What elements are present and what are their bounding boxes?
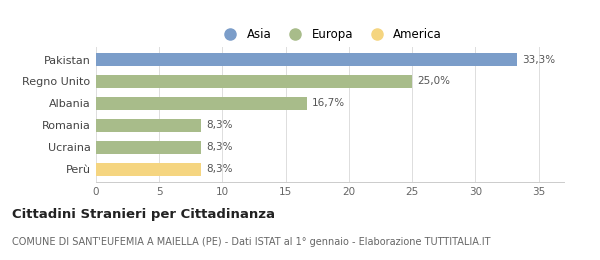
Text: 16,7%: 16,7% [312, 99, 346, 108]
Text: Cittadini Stranieri per Cittadinanza: Cittadini Stranieri per Cittadinanza [12, 208, 275, 221]
Text: 33,3%: 33,3% [522, 55, 556, 64]
Bar [96, 119, 201, 132]
Legend: Asia, Europa, America: Asia, Europa, America [214, 23, 446, 46]
Bar [96, 97, 307, 110]
Bar [96, 53, 517, 66]
Text: 8,3%: 8,3% [206, 164, 233, 174]
Bar [96, 75, 412, 88]
Text: 8,3%: 8,3% [206, 120, 233, 130]
Text: COMUNE DI SANT'EUFEMIA A MAIELLA (PE) - Dati ISTAT al 1° gennaio - Elaborazione : COMUNE DI SANT'EUFEMIA A MAIELLA (PE) - … [12, 237, 491, 246]
Bar [96, 141, 201, 154]
Text: 8,3%: 8,3% [206, 142, 233, 152]
Text: 25,0%: 25,0% [417, 76, 450, 87]
Bar [96, 163, 201, 176]
